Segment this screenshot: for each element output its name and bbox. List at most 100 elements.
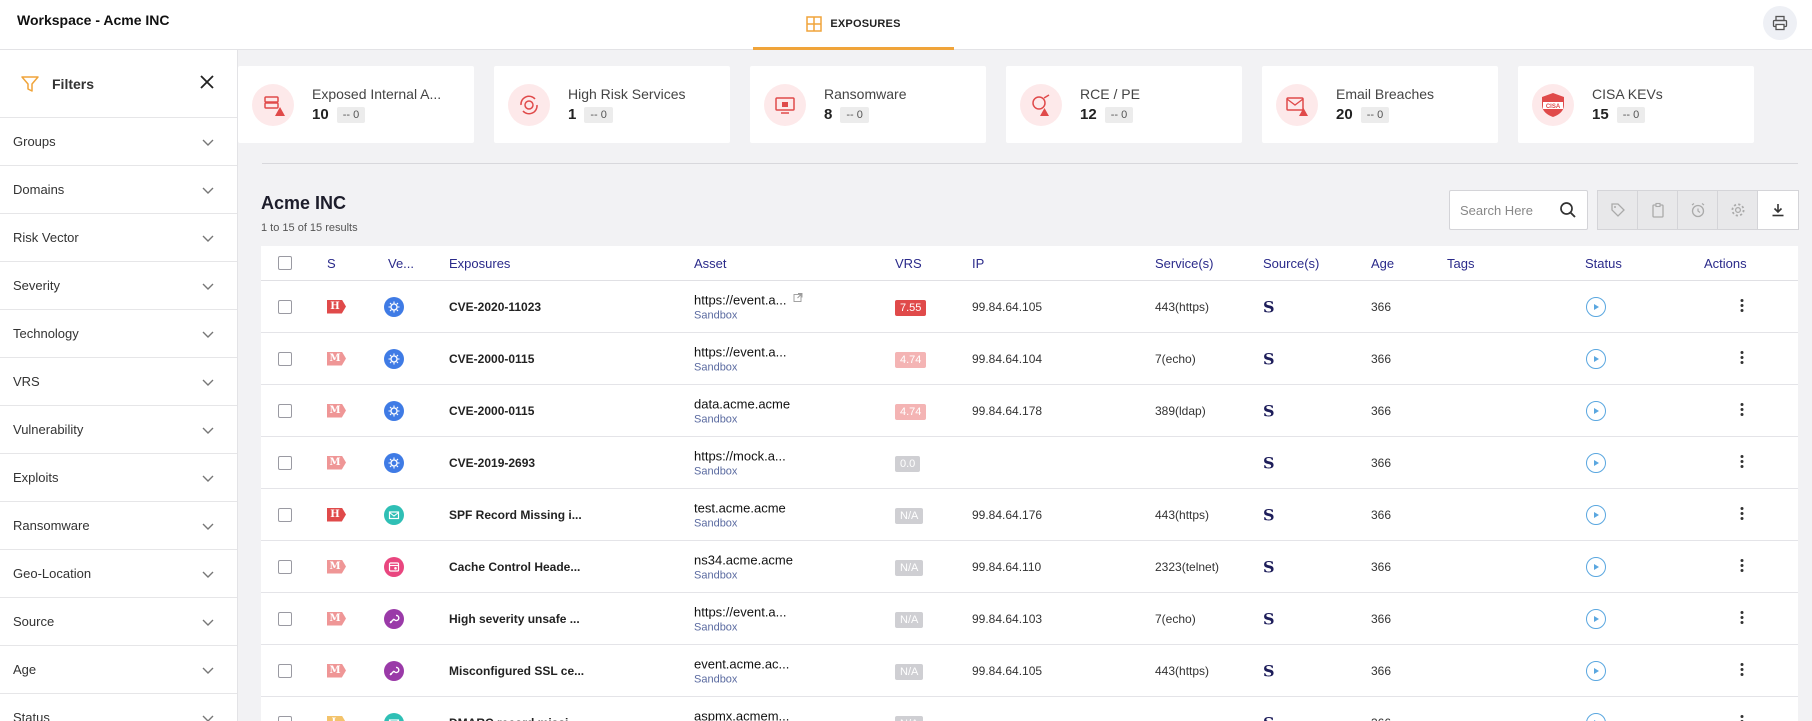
row-checkbox[interactable]: [278, 299, 292, 314]
row-checkbox[interactable]: [278, 351, 292, 366]
filter-item-domains[interactable]: Domains: [0, 166, 237, 214]
col-status[interactable]: Status: [1585, 256, 1622, 271]
row-checkbox[interactable]: [278, 403, 292, 418]
row-checkbox[interactable]: [278, 663, 292, 678]
summary-card-exposed-internal-a[interactable]: Exposed Internal A... 10 -- 0: [238, 66, 474, 143]
exposure-name[interactable]: CVE-2019-2693: [449, 455, 536, 470]
exposure-name[interactable]: CVE-2020-11023: [449, 299, 542, 314]
more-actions-icon[interactable]: [1740, 714, 1744, 721]
exposure-name[interactable]: Cache Control Heade...: [449, 559, 581, 574]
more-actions-icon[interactable]: [1740, 558, 1744, 575]
status-play-icon[interactable]: [1586, 712, 1606, 721]
more-actions-icon[interactable]: [1740, 454, 1744, 471]
summary-card-high-risk-services[interactable]: High Risk Services 1 -- 0: [494, 66, 730, 143]
asset-name[interactable]: https://event.a...: [694, 604, 787, 619]
more-actions-icon[interactable]: [1740, 662, 1744, 679]
status-play-icon[interactable]: [1586, 452, 1606, 473]
col-vector[interactable]: Ve...: [388, 256, 415, 271]
filter-item-age[interactable]: Age: [0, 646, 237, 694]
tag-button[interactable]: [1598, 191, 1638, 229]
summary-card-cisa-kevs[interactable]: CISA CISA KEVs 15 -- 0: [1518, 66, 1754, 143]
status-play-icon[interactable]: [1586, 400, 1606, 421]
external-link-icon[interactable]: [793, 292, 803, 302]
asset-name[interactable]: https://event.a...: [694, 292, 787, 307]
select-all-checkbox[interactable]: [278, 256, 292, 270]
table-row[interactable]: H CVE-2020-11023 https://event.a... Sandbox…: [261, 281, 1798, 333]
asset-name[interactable]: https://mock.a...: [694, 448, 786, 463]
table-row[interactable]: M Misconfigured SSL ce... event.acme.ac...…: [261, 645, 1798, 697]
row-checkbox[interactable]: [278, 559, 292, 574]
exposure-name[interactable]: Misconfigured SSL ce...: [449, 663, 585, 678]
search-box[interactable]: Search Here: [1449, 190, 1588, 230]
status-play-icon[interactable]: [1586, 660, 1606, 681]
filter-item-severity[interactable]: Severity: [0, 262, 237, 310]
row-checkbox[interactable]: [278, 611, 292, 626]
table-row[interactable]: M CVE-2019-2693 https://mock.a... Sandbox 0.…: [261, 437, 1798, 489]
filter-item-exploits[interactable]: Exploits: [0, 454, 237, 502]
col-age[interactable]: Age: [1371, 256, 1395, 271]
col-services[interactable]: Service(s): [1155, 256, 1214, 271]
summary-card-rce-pe[interactable]: RCE / PE 12 -- 0: [1006, 66, 1242, 143]
col-vrs[interactable]: VRS: [895, 256, 922, 271]
exposure-name[interactable]: High severity unsafe ...: [449, 611, 580, 626]
asset-cell: data.acme.acme Sandbox: [694, 396, 790, 425]
filter-item-label: Geo-Location: [13, 566, 92, 581]
search-input[interactable]: Search Here: [1460, 202, 1533, 218]
asset-name[interactable]: https://event.a...: [694, 344, 787, 359]
filter-item-groups[interactable]: Groups: [0, 118, 237, 166]
filter-item-status[interactable]: Status: [0, 694, 237, 721]
asset-name[interactable]: test.acme.acme: [694, 500, 786, 515]
tab-exposures[interactable]: EXPOSURES: [753, 0, 954, 50]
table-row[interactable]: M CVE-2000-0115 data.acme.acme Sandbox 4.74 9…: [261, 385, 1798, 437]
exposure-name[interactable]: CVE-2000-0115: [449, 351, 535, 366]
table-row[interactable]: M High severity unsafe ... https://event.a…: [261, 593, 1798, 645]
col-ip[interactable]: IP: [972, 256, 985, 271]
exposure-name[interactable]: CVE-2000-0115: [449, 403, 535, 418]
status-play-icon[interactable]: [1586, 348, 1606, 369]
more-actions-icon[interactable]: [1740, 298, 1744, 315]
report-button[interactable]: [1638, 191, 1678, 229]
filter-item-technology[interactable]: Technology: [0, 310, 237, 358]
filter-item-geo-location[interactable]: Geo-Location: [0, 550, 237, 598]
summary-card-ransomware[interactable]: Ransomware 8 -- 0: [750, 66, 986, 143]
filter-item-ransomware[interactable]: Ransomware: [0, 502, 237, 550]
settings-button[interactable]: [1718, 191, 1758, 229]
snooze-button[interactable]: [1678, 191, 1718, 229]
filter-item-source[interactable]: Source: [0, 598, 237, 646]
table-row[interactable]: M CVE-2000-0115 https://event.a... Sandbox 4…: [261, 333, 1798, 385]
status-play-icon[interactable]: [1586, 608, 1606, 629]
close-icon[interactable]: [199, 74, 215, 90]
asset-name[interactable]: ns34.acme.acme: [694, 552, 793, 567]
col-asset[interactable]: Asset: [694, 256, 727, 271]
search-icon[interactable]: [1559, 201, 1577, 219]
exposure-name[interactable]: SPF Record Missing i...: [449, 507, 582, 522]
table-row[interactable]: M Cache Control Heade... ns34.acme.acme San…: [261, 541, 1798, 593]
asset-name[interactable]: event.acme.ac...: [694, 656, 790, 671]
col-tags[interactable]: Tags: [1447, 256, 1475, 271]
more-actions-icon[interactable]: [1740, 610, 1744, 627]
exposure-name[interactable]: DMARC record missi...: [449, 716, 578, 721]
status-play-icon[interactable]: [1586, 296, 1606, 317]
row-checkbox[interactable]: [278, 507, 292, 522]
filter-item-vulnerability[interactable]: Vulnerability: [0, 406, 237, 454]
status-play-icon[interactable]: [1586, 556, 1606, 577]
row-checkbox[interactable]: [278, 715, 292, 721]
asset-name[interactable]: aspmx.acmem...: [694, 708, 790, 721]
more-actions-icon[interactable]: [1740, 402, 1744, 419]
col-exposures[interactable]: Exposures: [449, 256, 511, 271]
col-sources[interactable]: Source(s): [1263, 256, 1320, 271]
table-row[interactable]: L DMARC record missi... aspmx.acmem...Sand…: [261, 697, 1798, 721]
download-button[interactable]: [1758, 191, 1798, 229]
summary-card-email-breaches[interactable]: Email Breaches 20 -- 0: [1262, 66, 1498, 143]
more-actions-icon[interactable]: [1740, 506, 1744, 523]
row-checkbox[interactable]: [278, 455, 292, 470]
more-actions-icon[interactable]: [1740, 350, 1744, 367]
filter-item-vrs[interactable]: VRS: [0, 358, 237, 406]
vrs-badge: N/A: [895, 663, 924, 680]
filter-item-risk-vector[interactable]: Risk Vector: [0, 214, 237, 262]
col-severity[interactable]: S: [327, 256, 336, 271]
table-row[interactable]: H SPF Record Missing i... test.acme.acme Sa…: [261, 489, 1798, 541]
asset-name[interactable]: data.acme.acme: [694, 396, 791, 411]
status-play-icon[interactable]: [1586, 504, 1606, 525]
print-button[interactable]: [1763, 6, 1797, 40]
